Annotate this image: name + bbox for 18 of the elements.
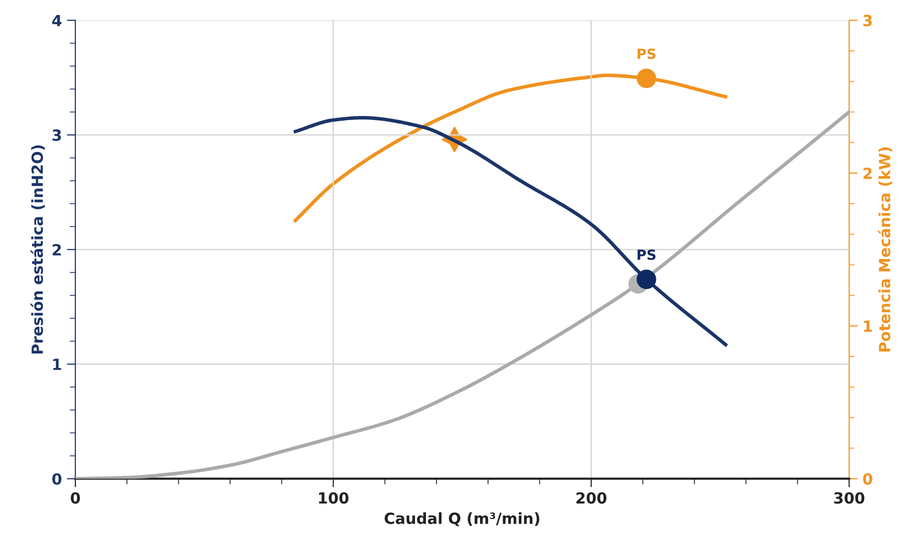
y-tick-label: 4 <box>52 14 62 26</box>
y2-tick-label: 1 <box>864 320 872 332</box>
y2-axis-title: Potencia Mecánica (kW) <box>878 147 892 352</box>
y2-tick-label: 3 <box>863 14 872 26</box>
y-tick-label: 0 <box>52 473 62 485</box>
x-tick-label: 200 <box>576 492 606 504</box>
y2-tick-label: 2 <box>864 168 872 179</box>
x-axis-title: Caudal Q (m³/min) <box>384 512 540 526</box>
data-label: PS <box>638 249 656 260</box>
data-label: PS <box>638 48 656 60</box>
x-tick-label: 300 <box>834 492 864 504</box>
y2-tick-label: 0 <box>863 473 872 485</box>
y-axis-title: Presión estática (inH2O) <box>30 145 45 354</box>
y-tick-label: 2 <box>52 244 61 256</box>
x-tick-label: 100 <box>319 492 349 504</box>
y-tick-label: 1 <box>53 358 62 370</box>
x-tick-label: 0 <box>70 492 80 504</box>
y-tick-label: 3 <box>52 129 61 141</box>
